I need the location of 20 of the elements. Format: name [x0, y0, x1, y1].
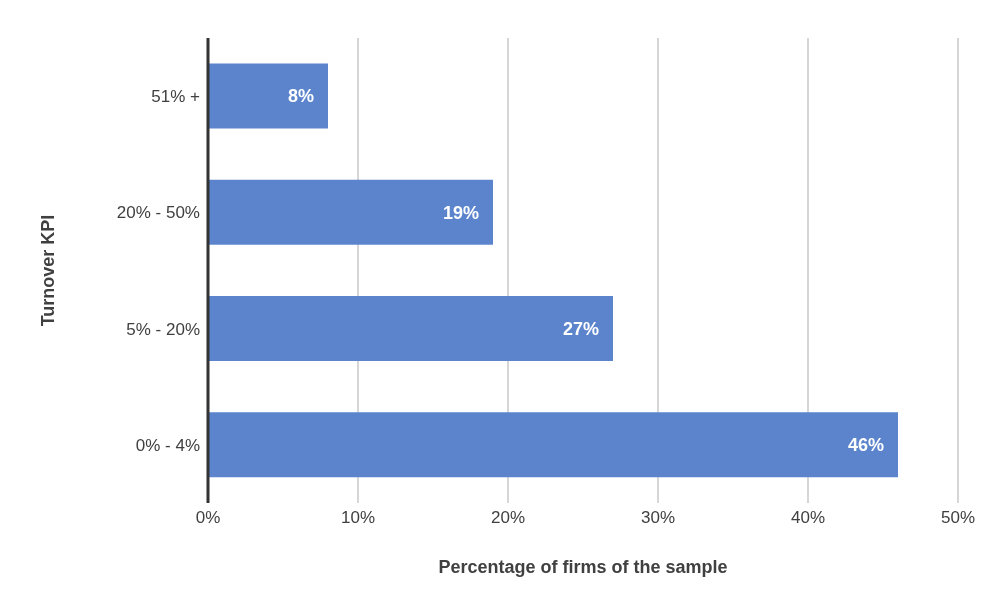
x-tick-label: 20%: [490, 508, 526, 528]
x-tick-label: 50%: [940, 508, 976, 528]
bar: [208, 63, 328, 129]
bar: [208, 179, 493, 245]
data-label: 46%: [847, 435, 884, 456]
y-tick-label: 0% - 4%: [135, 435, 200, 455]
data-label: 19%: [442, 202, 479, 223]
data-label: 8%: [287, 86, 314, 107]
y-tick-label: 51% +: [151, 87, 201, 107]
y-tick-label: 5% - 20%: [126, 319, 200, 339]
x-tick-label: 10%: [340, 508, 376, 528]
y-axis-title: Turnover KPI: [38, 214, 59, 327]
bar: [208, 412, 898, 478]
x-tick-label: 40%: [790, 508, 826, 528]
y-tick-label: 20% - 50%: [116, 203, 200, 223]
data-label: 27%: [562, 318, 599, 339]
x-tick-label: 0%: [195, 508, 221, 528]
x-tick-label: 30%: [640, 508, 676, 528]
bar: [208, 296, 613, 362]
x-axis-title: Percentage of firms of the sample: [438, 557, 728, 577]
